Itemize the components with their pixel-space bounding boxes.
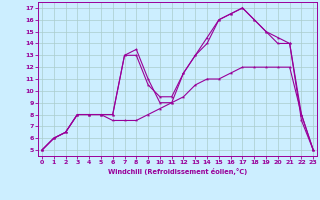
X-axis label: Windchill (Refroidissement éolien,°C): Windchill (Refroidissement éolien,°C) [108, 168, 247, 175]
